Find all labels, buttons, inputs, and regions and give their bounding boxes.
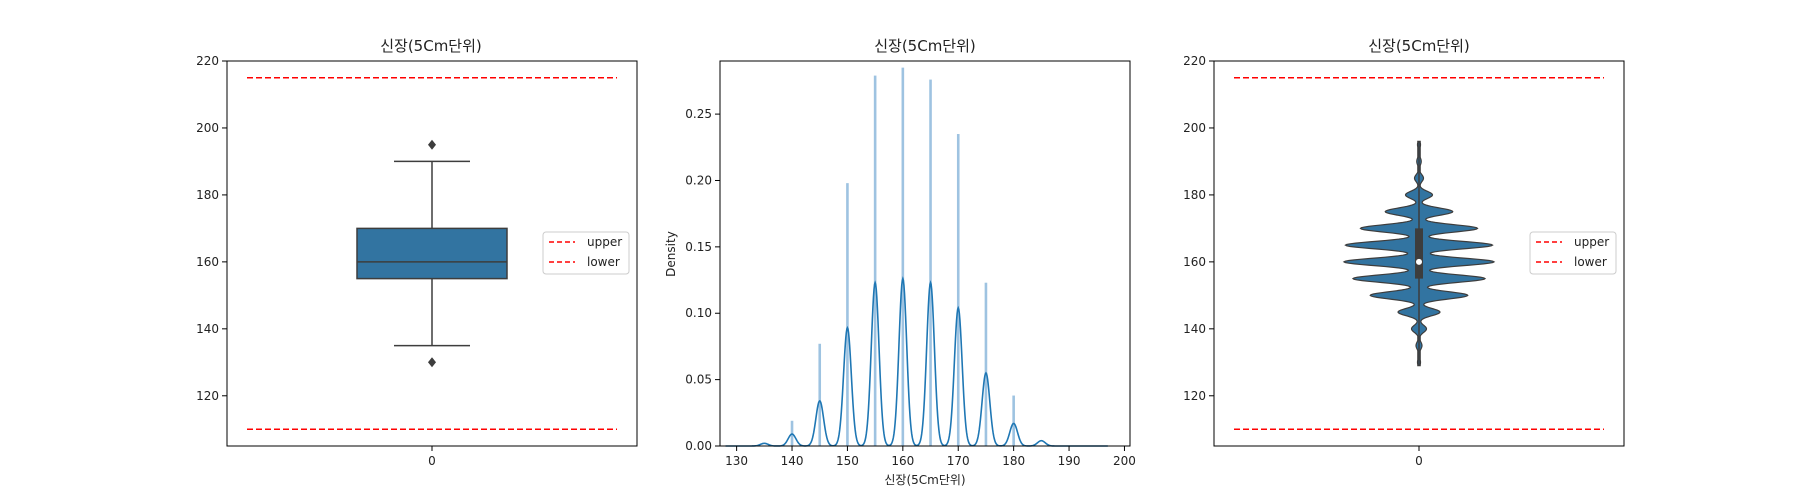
x-tick-label: 200 [1113, 454, 1136, 468]
violin-plot-legend: upper lower [1529, 231, 1617, 275]
density-y-axis-label: Density [664, 231, 678, 277]
histogram-bar [901, 67, 905, 446]
y-tick-label: 140 [1183, 322, 1206, 336]
violin-plot-frame [1213, 60, 1625, 447]
iqr-box [356, 227, 508, 280]
y-tick-label: 0.25 [685, 107, 712, 121]
y-tick-label: 160 [196, 255, 219, 269]
violin-median-point [1416, 258, 1422, 265]
density-x-ticks: 130 140 150 160 170 180 190 200 [725, 446, 1136, 468]
x-tick-label: 170 [947, 454, 970, 468]
density-plot-content [725, 67, 1108, 447]
y-tick-label: 160 [1183, 255, 1206, 269]
y-tick-label: 0.05 [685, 373, 712, 387]
violin-plot-legend-box [1529, 231, 1617, 275]
outlier-point [428, 357, 436, 368]
violin-plot-content [1234, 76, 1604, 431]
box-plot-legend-box [542, 231, 630, 275]
box-plot-x-ticks: 0 [428, 446, 436, 468]
y-tick-label: 200 [1183, 121, 1206, 135]
box-plot-legend-upper-label: upper [587, 235, 622, 249]
x-tick-label: 160 [891, 454, 914, 468]
box-plot-content [247, 76, 617, 431]
y-tick-label: 220 [196, 54, 219, 68]
x-tick-label: 190 [1058, 454, 1081, 468]
violin-plot-y-ticks: 120 140 160 180 200 220 [1183, 54, 1214, 403]
y-tick-label: 180 [1183, 188, 1206, 202]
density-x-axis-label: 신장(5Cm단위) [884, 473, 965, 487]
x-tick-label: 140 [781, 454, 804, 468]
y-tick-label: 120 [196, 389, 219, 403]
violin-plot-panel: 신장(5Cm단위) 120 140 160 180 200 220 0 upper low… [1183, 37, 1625, 468]
box-plot-frame [226, 60, 638, 447]
x-tick-label: 180 [1002, 454, 1025, 468]
y-tick-label: 120 [1183, 389, 1206, 403]
x-tick-label: 0 [1415, 454, 1423, 468]
y-tick-label: 220 [1183, 54, 1206, 68]
y-tick-label: 200 [196, 121, 219, 135]
histogram-bar [984, 282, 988, 446]
y-tick-label: 0.10 [685, 306, 712, 320]
y-tick-label: 140 [196, 322, 219, 336]
box-plot-y-ticks: 120 140 160 180 200 220 [196, 54, 227, 403]
histogram-bar [846, 183, 849, 446]
x-tick-label: 130 [725, 454, 748, 468]
histogram-bar [956, 134, 960, 446]
box-plot-legend-lower-label: lower [587, 255, 620, 269]
box-plot-legend: upper lower [542, 231, 630, 275]
violin-plot-legend-lower-label: lower [1574, 255, 1607, 269]
density-panel: 신장(5Cm단위) 0.00 0.05 0.10 0.15 0.20 0.25 130 14… [664, 37, 1136, 487]
violin-plot-legend-upper-label: upper [1574, 235, 1609, 249]
y-tick-label: 0.15 [685, 240, 712, 254]
violin-iqr-bar [1415, 228, 1423, 279]
outlier-point [428, 139, 436, 150]
x-tick-label: 150 [836, 454, 859, 468]
histogram-bar [873, 75, 877, 446]
violin-plot-x-ticks: 0 [1415, 446, 1423, 468]
box-plot-panel: 신장(5Cm단위) 120 140 160 180 200 220 0 upper low… [196, 37, 638, 468]
histogram-bar [818, 343, 822, 446]
box-plot-title: 신장(5Cm단위) [380, 37, 482, 55]
density-y-ticks: 0.00 0.05 0.10 0.15 0.20 0.25 [685, 107, 720, 453]
density-title: 신장(5Cm단위) [874, 37, 976, 55]
histogram-bar [929, 79, 932, 446]
kde-line [725, 276, 1108, 447]
y-tick-label: 0.00 [685, 439, 712, 453]
violin-plot-title: 신장(5Cm단위) [1368, 37, 1470, 55]
y-tick-label: 0.20 [685, 173, 712, 187]
x-tick-label: 0 [428, 454, 436, 468]
density-frame [719, 60, 1131, 447]
y-tick-label: 180 [196, 188, 219, 202]
histogram-bar [1012, 395, 1015, 446]
